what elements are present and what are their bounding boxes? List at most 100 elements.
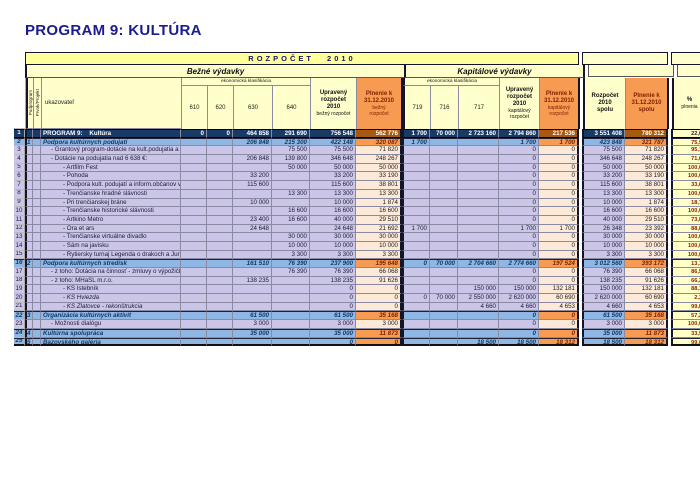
row-number: 19 <box>14 285 25 295</box>
cell-620 <box>207 250 233 260</box>
cell-prvok <box>33 137 41 147</box>
row-label: Bazovského galéria <box>41 337 181 347</box>
cell-plnenie-bezny: 21 692 <box>356 224 402 234</box>
cell-630 <box>233 233 272 242</box>
cell-719: 1 700 <box>402 137 430 147</box>
cell-717: 2 550 000 <box>458 294 499 303</box>
cell-plnenie-kapital: 197 524 <box>539 259 579 268</box>
table-row: 18- z toho: MHaSL m.r.o. 138 235 138 235 91… <box>14 276 700 286</box>
cell-rozpocet-spolu: 3 012 560 <box>582 259 625 268</box>
cell-719 <box>402 155 430 164</box>
table-row: 13- Trenčianske virtuálne divadlo 30 000 3… <box>14 233 700 242</box>
cell-719 <box>402 198 430 208</box>
cell-prvok <box>33 276 41 286</box>
row-label: - z toho: MHaSL m.r.o. <box>41 276 181 286</box>
cell-630 <box>233 250 272 260</box>
cell-610 <box>181 285 207 295</box>
cell-630: 138 235 <box>233 276 272 286</box>
table-row: 24 4 Kultúrna spolupráca 35 000 35 000 11 873… <box>14 328 700 338</box>
banner-band: ROZPOČET 2010 <box>14 52 700 65</box>
table-row: 4 - Dotácie na podujatia nad 6 638 €: 206 … <box>14 155 700 164</box>
cell-719 <box>402 189 430 199</box>
cell-upraveny-kapital: 0 <box>499 198 539 208</box>
cell-717 <box>458 198 499 208</box>
cell-630 <box>233 207 272 216</box>
cell-plnenie-bezny: 13 300 <box>356 189 402 199</box>
cell-610 <box>181 137 207 147</box>
group-title-band: Bežné výdavky Kapitálové výdavky <box>14 65 700 78</box>
cell-640 <box>272 302 310 312</box>
cell-630: 24 648 <box>233 224 272 234</box>
cell-percent: 33,6 <box>671 181 700 190</box>
cell-plnenie-spolu: 393 172 <box>625 259 668 268</box>
cell-upraveny-kapital: 0 <box>499 207 539 216</box>
header-plnenie-bezny: Plnenie k 31.12.2010 bežný rozpočet <box>357 78 403 129</box>
cell-prvok <box>33 294 41 303</box>
cell-upraveny-kapital: 0 <box>499 276 539 286</box>
row-number: 2 <box>14 137 25 147</box>
cell-716 <box>430 189 458 199</box>
cell-plnenie-spolu: 91 626 <box>625 276 668 286</box>
cell-podprogram: 1 <box>25 137 33 147</box>
cell-percent: 100,0 <box>671 241 700 251</box>
cell-620 <box>207 328 233 338</box>
cell-plnenie-bezny: 1 874 <box>356 198 402 208</box>
cell-percent: 33,9 <box>671 328 700 338</box>
cell-620 <box>207 215 233 225</box>
cell-prvok <box>33 181 41 190</box>
table-row: 6- Pohoda 33 200 33 200 33 190 0 0 33 200 33 19… <box>14 172 700 182</box>
cell-prvok <box>33 268 41 277</box>
row-number: 10 <box>14 207 25 216</box>
cell-620 <box>207 207 233 216</box>
table-row: 21- KS Zlatovce - rekonštrukcia 0 0 4 660 4 … <box>14 302 700 312</box>
cell-620 <box>207 189 233 199</box>
table-row: 15 - Rytiersky turnaj Legenda o drakoch a… <box>14 250 700 260</box>
cell-640: 10 000 <box>272 241 310 251</box>
cell-630 <box>233 189 272 199</box>
cell-prvok <box>33 215 41 225</box>
cell-upraveny-bezny: 756 548 <box>310 129 356 138</box>
cell-upraveny-bezny: 33 200 <box>310 172 356 182</box>
cell-prvok <box>33 146 41 156</box>
cell-upraveny-bezny: 422 148 <box>310 137 356 147</box>
cell-719 <box>402 276 430 286</box>
cell-717: 2 704 660 <box>458 259 499 268</box>
row-number: 22 <box>14 311 25 321</box>
cell-podprogram: 4 <box>25 328 33 338</box>
cell-rozpocet-spolu: 115 600 <box>582 181 625 190</box>
row-label: - Artkino Metro <box>41 215 181 225</box>
cell-630 <box>233 302 272 312</box>
budget-table: ROZPOČET 2010 Bežné výdavky Kapitálové v… <box>14 52 700 347</box>
cell-upraveny-bezny: 10 000 <box>310 241 356 251</box>
cell-prvok <box>33 320 41 329</box>
cell-rozpocet-spolu: 26 348 <box>582 224 625 234</box>
row-number: 17 <box>14 268 25 277</box>
cell-719 <box>402 320 430 329</box>
cell-717 <box>458 163 499 173</box>
cell-717 <box>458 328 499 338</box>
cell-plnenie-kapital: 0 <box>539 181 579 190</box>
cell-620 <box>207 146 233 156</box>
cell-rozpocet-spolu: 75 500 <box>582 146 625 156</box>
cell-podprogram <box>25 189 33 199</box>
cell-percent: 95,1 <box>671 146 700 156</box>
cell-percent: 100,0 <box>671 207 700 216</box>
cell-610 <box>181 155 207 164</box>
cell-upraveny-bezny: 24 648 <box>310 224 356 234</box>
cell-upraveny-bezny: 0 <box>310 294 356 303</box>
table-row: 14- Sám na javisku 10 000 10 000 10 000 0 0 10… <box>14 241 700 251</box>
header-upraveny-rozpocet-kapital: Upravený rozpočet 2010 kapitálový rozpočet <box>500 78 540 129</box>
cell-717: 150 000 <box>458 285 499 295</box>
cell-rozpocet-spolu: 2 620 000 <box>582 294 625 303</box>
cell-percent: 66,3 <box>671 276 700 286</box>
cell-percent: 100,0 <box>671 189 700 199</box>
table-row: 2 1 Podpora kultúrnych podujatí 206 848 215 … <box>14 137 700 147</box>
cell-upraveny-kapital: 150 000 <box>499 285 539 295</box>
cell-630: 206 848 <box>233 137 272 147</box>
cell-prvok <box>33 172 41 182</box>
cell-640 <box>272 294 310 303</box>
cell-percent: 71,6 <box>671 155 700 164</box>
cell-plnenie-spolu: 35 168 <box>625 311 668 321</box>
cell-717 <box>458 146 499 156</box>
cell-plnenie-kapital: 1 700 <box>539 137 579 147</box>
